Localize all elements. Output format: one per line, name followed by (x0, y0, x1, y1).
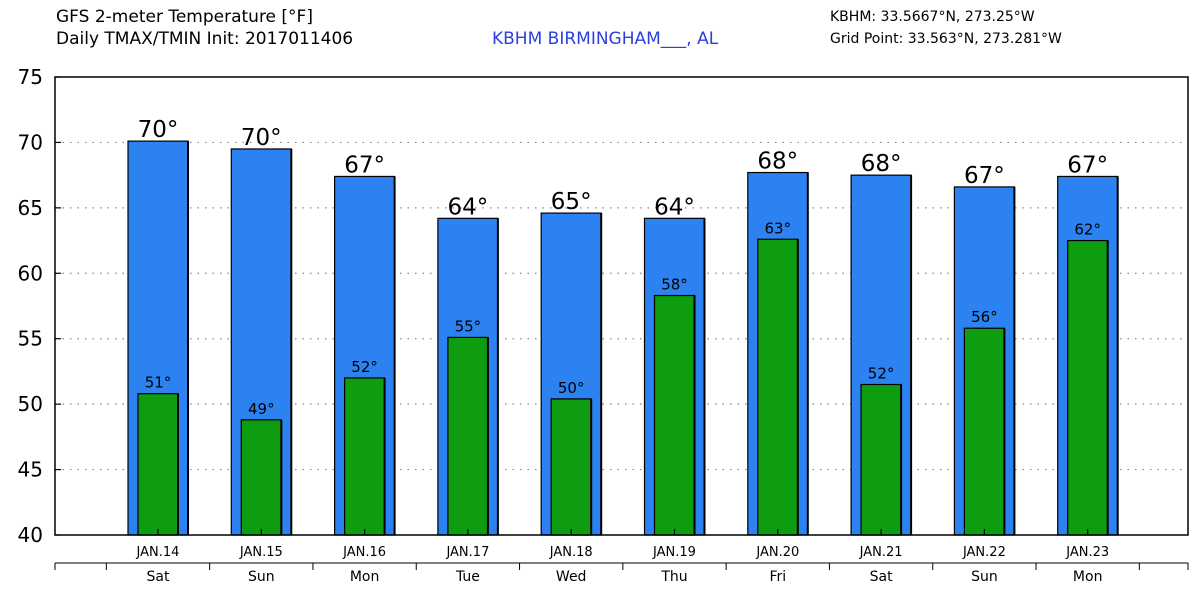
data-labels: 70° 51° 70° 49° 67° 52° 64° 55° 65° 50° 64° 58° 68° 6… (138, 117, 1108, 418)
bars (127, 140, 1119, 536)
x-weekday-label: Fri (769, 569, 786, 585)
max-temp-label: 70° (241, 125, 282, 151)
min-temp-label: 49° (248, 400, 275, 418)
x-weekday-label: Mon (350, 569, 380, 585)
max-temp-label: 70° (138, 117, 179, 143)
min-temp-bar (1067, 239, 1109, 536)
y-tick-label: 60 (18, 261, 43, 285)
x-weekday-label: Thu (660, 569, 687, 585)
y-tick-label: 55 (18, 327, 43, 351)
station-coordinates: KBHM: 33.5667°N, 273.25°W (830, 9, 1035, 25)
y-tick-label: 70 (18, 130, 43, 154)
max-temp-label: 64° (448, 194, 489, 220)
y-tick-label: 65 (18, 196, 43, 220)
max-temp-label: 67° (344, 152, 385, 178)
x-axis: JAN.14 Sat JAN.15 Sun JAN.16 Mon JAN.17 Tue JAN.… (54, 529, 1189, 585)
min-temp-label: 52° (868, 365, 895, 383)
min-temp-label: 50° (558, 379, 585, 397)
min-temp-label: 55° (455, 317, 482, 335)
chart-subtitle: Daily TMAX/TMIN Init: 2017011406 (56, 29, 354, 49)
station-name: KBHM BIRMINGHAM___, AL (492, 29, 719, 49)
x-date-label: JAN.19 (652, 545, 696, 560)
x-weekday-label: Sun (971, 569, 998, 585)
min-temp-label: 63° (765, 219, 792, 237)
x-date-label: JAN.15 (239, 545, 283, 560)
x-weekday-label: Tue (455, 569, 480, 585)
x-date-label: JAN.21 (859, 545, 903, 560)
x-date-label: JAN.23 (1065, 545, 1109, 560)
y-axis: 40 45 50 55 60 65 70 75 (18, 65, 61, 547)
min-temp-bar (344, 377, 386, 536)
max-temp-label: 67° (1067, 152, 1108, 178)
max-temp-label: 65° (551, 189, 592, 215)
x-date-label: JAN.16 (342, 545, 386, 560)
x-weekday-label: Sat (870, 569, 893, 585)
min-temp-bar (653, 294, 696, 536)
plot-frame (54, 76, 1189, 536)
min-temp-label: 52° (351, 358, 378, 376)
min-temp-label: 56° (971, 308, 998, 326)
x-weekday-label: Mon (1073, 569, 1103, 585)
x-date-label: JAN.18 (549, 545, 593, 560)
y-tick-label: 75 (18, 65, 43, 89)
min-temp-bar (447, 336, 489, 536)
x-weekday-label: Sun (248, 569, 275, 585)
min-temp-label: 51° (145, 374, 172, 392)
x-weekday-label: Sat (147, 569, 170, 585)
max-temp-label: 68° (861, 151, 902, 177)
min-temp-label: 62° (1074, 221, 1101, 239)
min-temp-bar (757, 238, 799, 536)
x-weekday-label: Wed (556, 569, 587, 585)
grid-point-coordinates: Grid Point: 33.563°N, 273.281°W (830, 31, 1062, 47)
chart-title: GFS 2-meter Temperature [°F] (56, 7, 313, 27)
y-tick-label: 40 (18, 523, 43, 547)
min-temp-bar (240, 419, 282, 536)
min-temp-bar (963, 327, 1006, 536)
x-date-label: JAN.22 (962, 545, 1006, 560)
min-temp-label: 58° (661, 276, 688, 294)
gridlines (55, 141, 1188, 471)
x-date-label: JAN.14 (136, 545, 180, 560)
min-temp-bar (137, 393, 179, 536)
max-temp-label: 64° (654, 194, 695, 220)
y-tick-label: 45 (18, 458, 43, 482)
x-date-label: JAN.20 (755, 545, 799, 560)
min-temp-bar (550, 398, 592, 536)
y-tick-label: 50 (18, 392, 43, 416)
max-temp-label: 67° (964, 163, 1005, 189)
min-temp-bar (860, 383, 902, 536)
x-date-label: JAN.17 (445, 545, 489, 560)
max-temp-label: 68° (757, 149, 798, 175)
